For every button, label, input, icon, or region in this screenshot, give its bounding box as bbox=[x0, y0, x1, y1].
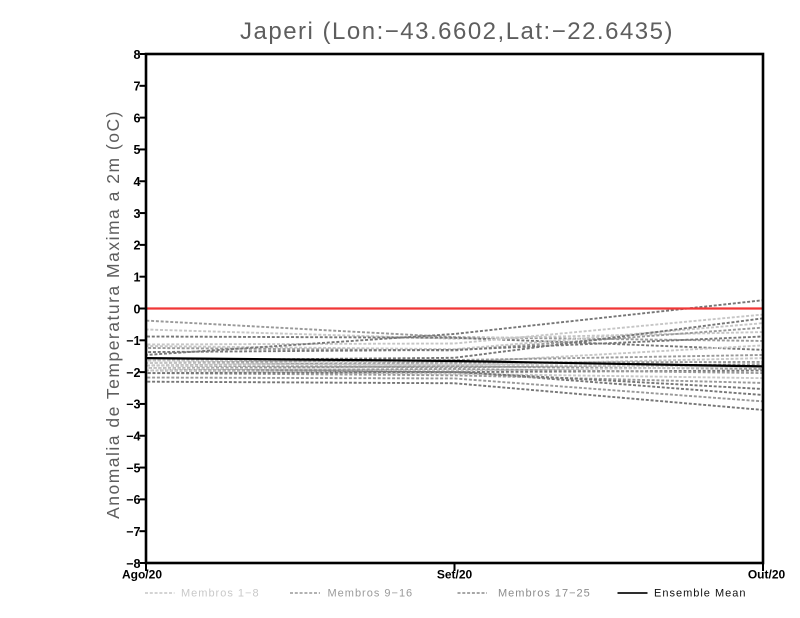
svg-text:−8: −8 bbox=[126, 557, 140, 571]
svg-text:Membros 17−25: Membros 17−25 bbox=[498, 588, 591, 600]
svg-text:0: 0 bbox=[134, 302, 141, 316]
svg-text:1: 1 bbox=[134, 270, 141, 284]
svg-text:4: 4 bbox=[134, 175, 141, 189]
svg-text:Membros 9−16: Membros 9−16 bbox=[328, 588, 414, 600]
svg-text:6: 6 bbox=[134, 111, 141, 125]
svg-text:−4: −4 bbox=[126, 430, 140, 444]
svg-text:Anomalia de Temperatura Maxima: Anomalia de Temperatura Maxima a 2m (oC) bbox=[103, 110, 123, 519]
svg-text:−3: −3 bbox=[126, 398, 140, 412]
svg-text:5: 5 bbox=[134, 143, 141, 157]
svg-text:Set/20: Set/20 bbox=[437, 568, 473, 582]
svg-text:2: 2 bbox=[134, 239, 141, 253]
svg-text:Membros 1−8: Membros 1−8 bbox=[181, 588, 260, 600]
svg-text:Out/20: Out/20 bbox=[748, 568, 786, 582]
svg-text:8: 8 bbox=[134, 48, 141, 62]
svg-text:7: 7 bbox=[134, 80, 141, 94]
svg-text:−2: −2 bbox=[126, 366, 140, 380]
svg-text:−7: −7 bbox=[126, 525, 140, 539]
svg-text:−1: −1 bbox=[126, 334, 140, 348]
svg-text:3: 3 bbox=[134, 207, 141, 221]
svg-text:Ago/20: Ago/20 bbox=[122, 568, 162, 582]
svg-text:−5: −5 bbox=[126, 461, 140, 475]
svg-text:−6: −6 bbox=[126, 493, 140, 507]
svg-text:Ensemble Mean: Ensemble Mean bbox=[654, 588, 747, 600]
svg-text:Japeri (Lon:−43.6602,Lat:−22.6: Japeri (Lon:−43.6602,Lat:−22.6435) bbox=[240, 18, 674, 45]
